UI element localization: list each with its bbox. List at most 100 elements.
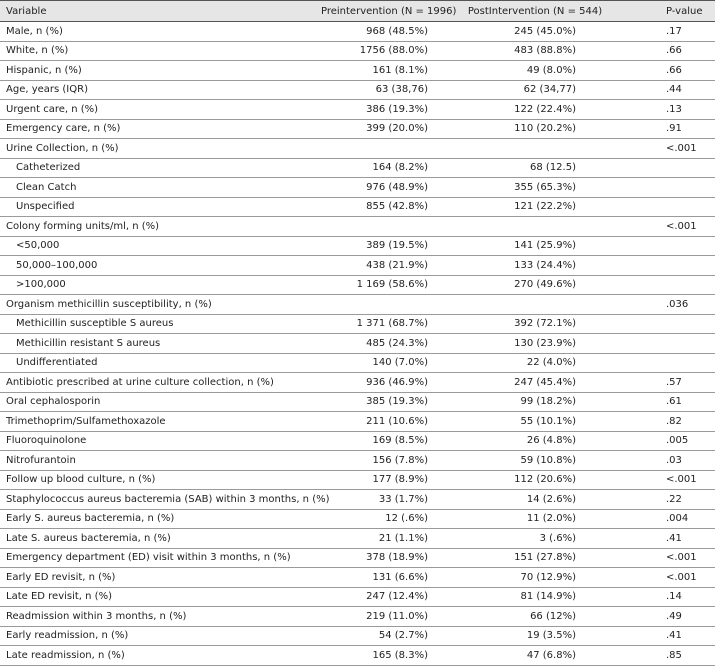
cell: 165 (8.3%): [315, 645, 460, 666]
cell: 389 (19.5%): [315, 236, 460, 256]
row-label: Late S. aureus bacteremia, n (%): [0, 528, 315, 549]
table-row: Fluoroquinolone 169 (8.5%) 26 (4.8%) .005: [0, 431, 715, 451]
row-label: White, n (%): [0, 41, 315, 61]
row-label: Organism methicillin susceptibility, n (…: [0, 294, 315, 315]
cell: 247 (12.4%): [315, 587, 460, 607]
table-row: Male, n (%) 968 (48.5%) 245 (45.0%) .17: [0, 21, 715, 42]
cell: 63 (38,76): [315, 80, 460, 100]
cell: 47 (6.8%): [460, 645, 610, 666]
cell: [610, 177, 715, 198]
cell: .44: [610, 80, 715, 100]
cell: [610, 236, 715, 256]
row-label: Emergency department (ED) visit within 3…: [0, 548, 315, 568]
cell: 211 (10.6%): [315, 411, 460, 432]
cell: 26 (4.8%): [460, 431, 610, 451]
table-row: Late readmission, n (%) 165 (8.3%) 47 (6.8…: [0, 645, 715, 666]
table-row: Catheterized 164 (8.2%) 68 (12.5): [0, 158, 715, 178]
table-row: Emergency care, n (%) 399 (20.0%) 110 (20.…: [0, 119, 715, 139]
cell: 485 (24.3%): [315, 333, 460, 354]
cell: 156 (7.8%): [315, 450, 460, 471]
cell: 164 (8.2%): [315, 158, 460, 178]
cell: .66: [610, 60, 715, 81]
table-row: Early readmission, n (%) 54 (2.7%) 19 (3.5…: [0, 626, 715, 646]
cell: 99 (18.2%): [460, 392, 610, 412]
cell: 385 (19.3%): [315, 392, 460, 412]
cell: 112 (20.6%): [460, 470, 610, 490]
row-label: Urgent care, n (%): [0, 99, 315, 120]
table-row: Methicillin resistant S aureus 485 (24.3%…: [0, 333, 715, 354]
cell: 270 (49.6%): [460, 275, 610, 295]
table-row: White, n (%) 1756 (88.0%) 483 (88.8%) .66: [0, 41, 715, 61]
cell: 378 (18.9%): [315, 548, 460, 568]
row-label: Undifferentiated: [0, 353, 315, 373]
table-row: Unspecified 855 (42.8%) 121 (22.2%): [0, 197, 715, 217]
cell: .22: [610, 489, 715, 510]
cell: .03: [610, 450, 715, 471]
cell: 968 (48.5%): [315, 21, 460, 42]
row-label: Emergency care, n (%): [0, 119, 315, 139]
row-label: Fluoroquinolone: [0, 431, 315, 451]
table-row: Emergency department (ED) visit within 3…: [0, 548, 715, 568]
cell: 21 (1.1%): [315, 528, 460, 549]
cell: .91: [610, 119, 715, 139]
cell: .85: [610, 645, 715, 666]
row-label: Male, n (%): [0, 21, 315, 42]
cell: 68 (12.5): [460, 158, 610, 178]
row-label: >100,000: [0, 275, 315, 295]
row-label: Unspecified: [0, 197, 315, 217]
cell: 169 (8.5%): [315, 431, 460, 451]
column-header: Preintervention (N = 1996): [315, 0, 460, 22]
cell: 1756 (88.0%): [315, 41, 460, 61]
cell: 121 (22.2%): [460, 197, 610, 217]
cell: 855 (42.8%): [315, 197, 460, 217]
table-row: Trimethoprim/Sulfamethoxazole 211 (10.6%)…: [0, 411, 715, 432]
cell: [315, 294, 460, 315]
row-label: Early S. aureus bacteremia, n (%): [0, 509, 315, 529]
row-label: Nitrofurantoin: [0, 450, 315, 471]
cell: [610, 197, 715, 217]
cell: 22 (4.0%): [460, 353, 610, 373]
cell: [315, 138, 460, 159]
cell: 438 (21.9%): [315, 255, 460, 276]
cell: .41: [610, 626, 715, 646]
row-label: 50,000–100,000: [0, 255, 315, 276]
table-row: Nitrofurantoin 156 (7.8%) 59 (10.8%) .03: [0, 450, 715, 471]
row-label: Trimethoprim/Sulfamethoxazole: [0, 411, 315, 432]
table-row: >100,000 1 169 (58.6%) 270 (49.6%): [0, 275, 715, 295]
cell: 130 (23.9%): [460, 333, 610, 354]
cell: <.001: [610, 216, 715, 237]
cell: 151 (27.8%): [460, 548, 610, 568]
cell: 1 169 (58.6%): [315, 275, 460, 295]
cell: 59 (10.8%): [460, 450, 610, 471]
cell: 1 371 (68.7%): [315, 314, 460, 334]
cell: <.001: [610, 138, 715, 159]
header-row: Variable Preintervention (N = 1996) PostIn…: [0, 0, 715, 22]
table-row: Undifferentiated 140 (7.0%) 22 (4.0%): [0, 353, 715, 373]
table-row: Urgent care, n (%) 386 (19.3%) 122 (22.4%)…: [0, 99, 715, 120]
row-label: Early readmission, n (%): [0, 626, 315, 646]
cell: 11 (2.0%): [460, 509, 610, 529]
cell: 131 (6.6%): [315, 567, 460, 588]
cell: 122 (22.4%): [460, 99, 610, 120]
row-label: Staphylococcus aureus bacteremia (SAB) w…: [0, 489, 330, 510]
cell: .66: [610, 41, 715, 61]
cell: [610, 158, 715, 178]
cell: 55 (10.1%): [460, 411, 610, 432]
row-label: Readmission within 3 months, n (%): [0, 606, 315, 627]
cell: .005: [610, 431, 715, 451]
cell: 12 (.6%): [315, 509, 460, 529]
column-header: PostIntervention (N = 544): [460, 0, 610, 22]
row-label: Urine Collection, n (%): [0, 138, 315, 159]
cell: 936 (46.9%): [315, 372, 460, 393]
row-label: Catheterized: [0, 158, 315, 178]
row-label: Colony forming units/ml, n (%): [0, 216, 315, 237]
cell: 70 (12.9%): [460, 567, 610, 588]
cell: 483 (88.8%): [460, 41, 610, 61]
table-row: Follow up blood culture, n (%) 177 (8.9%)…: [0, 470, 715, 490]
cell: .61: [610, 392, 715, 412]
row-label: Oral cephalosporin: [0, 392, 315, 412]
cell: 49 (8.0%): [460, 60, 610, 81]
cell: .14: [610, 587, 715, 607]
row-label: Follow up blood culture, n (%): [0, 470, 315, 490]
